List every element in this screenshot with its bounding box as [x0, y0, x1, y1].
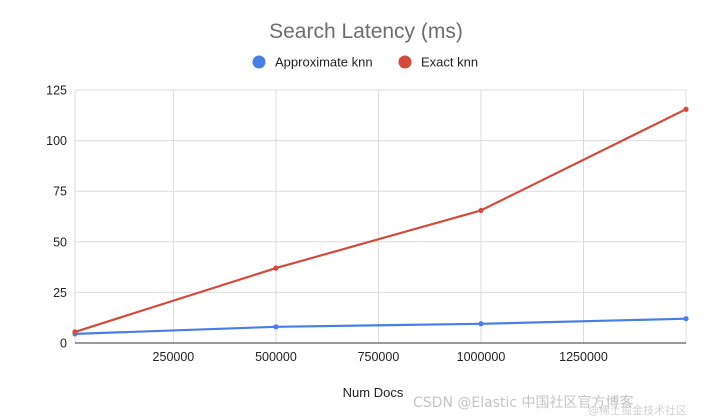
y-tick-label: 50	[53, 235, 67, 249]
series-layer	[72, 106, 689, 337]
x-tick-label: 750000	[358, 350, 400, 364]
gridlines	[74, 89, 687, 343]
x-tick-label: 250000	[153, 350, 195, 364]
series-2-point	[683, 106, 689, 112]
y-tick-label: 100	[46, 134, 67, 148]
legend-marker-2	[398, 55, 412, 69]
x-axis-title: Num Docs	[343, 385, 404, 400]
x-tick-label: 1000000	[457, 350, 506, 364]
x-tick-label: 1250000	[559, 350, 608, 364]
y-tick-label: 25	[53, 286, 67, 300]
y-tick-label: 75	[53, 185, 67, 199]
x-tick-label: 500000	[255, 350, 297, 364]
chart-title: Search Latency (ms)	[269, 20, 463, 43]
legend: Approximate knn Exact knn	[252, 55, 478, 70]
series-2-point	[72, 329, 78, 335]
legend-label-2: Exact knn	[421, 55, 478, 70]
watermark-subtext: @稀土掘金技术社区	[588, 403, 687, 417]
axes: 0 25 50 75 100 125 250000 500000 750000 1000000 12…	[46, 84, 686, 364]
watermark-text: CSDN @Elastic 中国社区官方博客	[413, 394, 634, 411]
legend-marker-1	[252, 55, 266, 69]
series-line-1	[74, 317, 687, 335]
series-line-2	[74, 108, 687, 333]
series-2-point	[478, 207, 484, 214]
y-tick-label: 125	[46, 84, 67, 98]
series-1-point	[273, 324, 279, 330]
series-1-point	[683, 316, 689, 322]
series-1-point	[478, 321, 484, 327]
series-2-point	[273, 265, 279, 271]
y-tick-label: 0	[60, 337, 67, 351]
legend-label-1: Approximate knn	[275, 55, 373, 70]
